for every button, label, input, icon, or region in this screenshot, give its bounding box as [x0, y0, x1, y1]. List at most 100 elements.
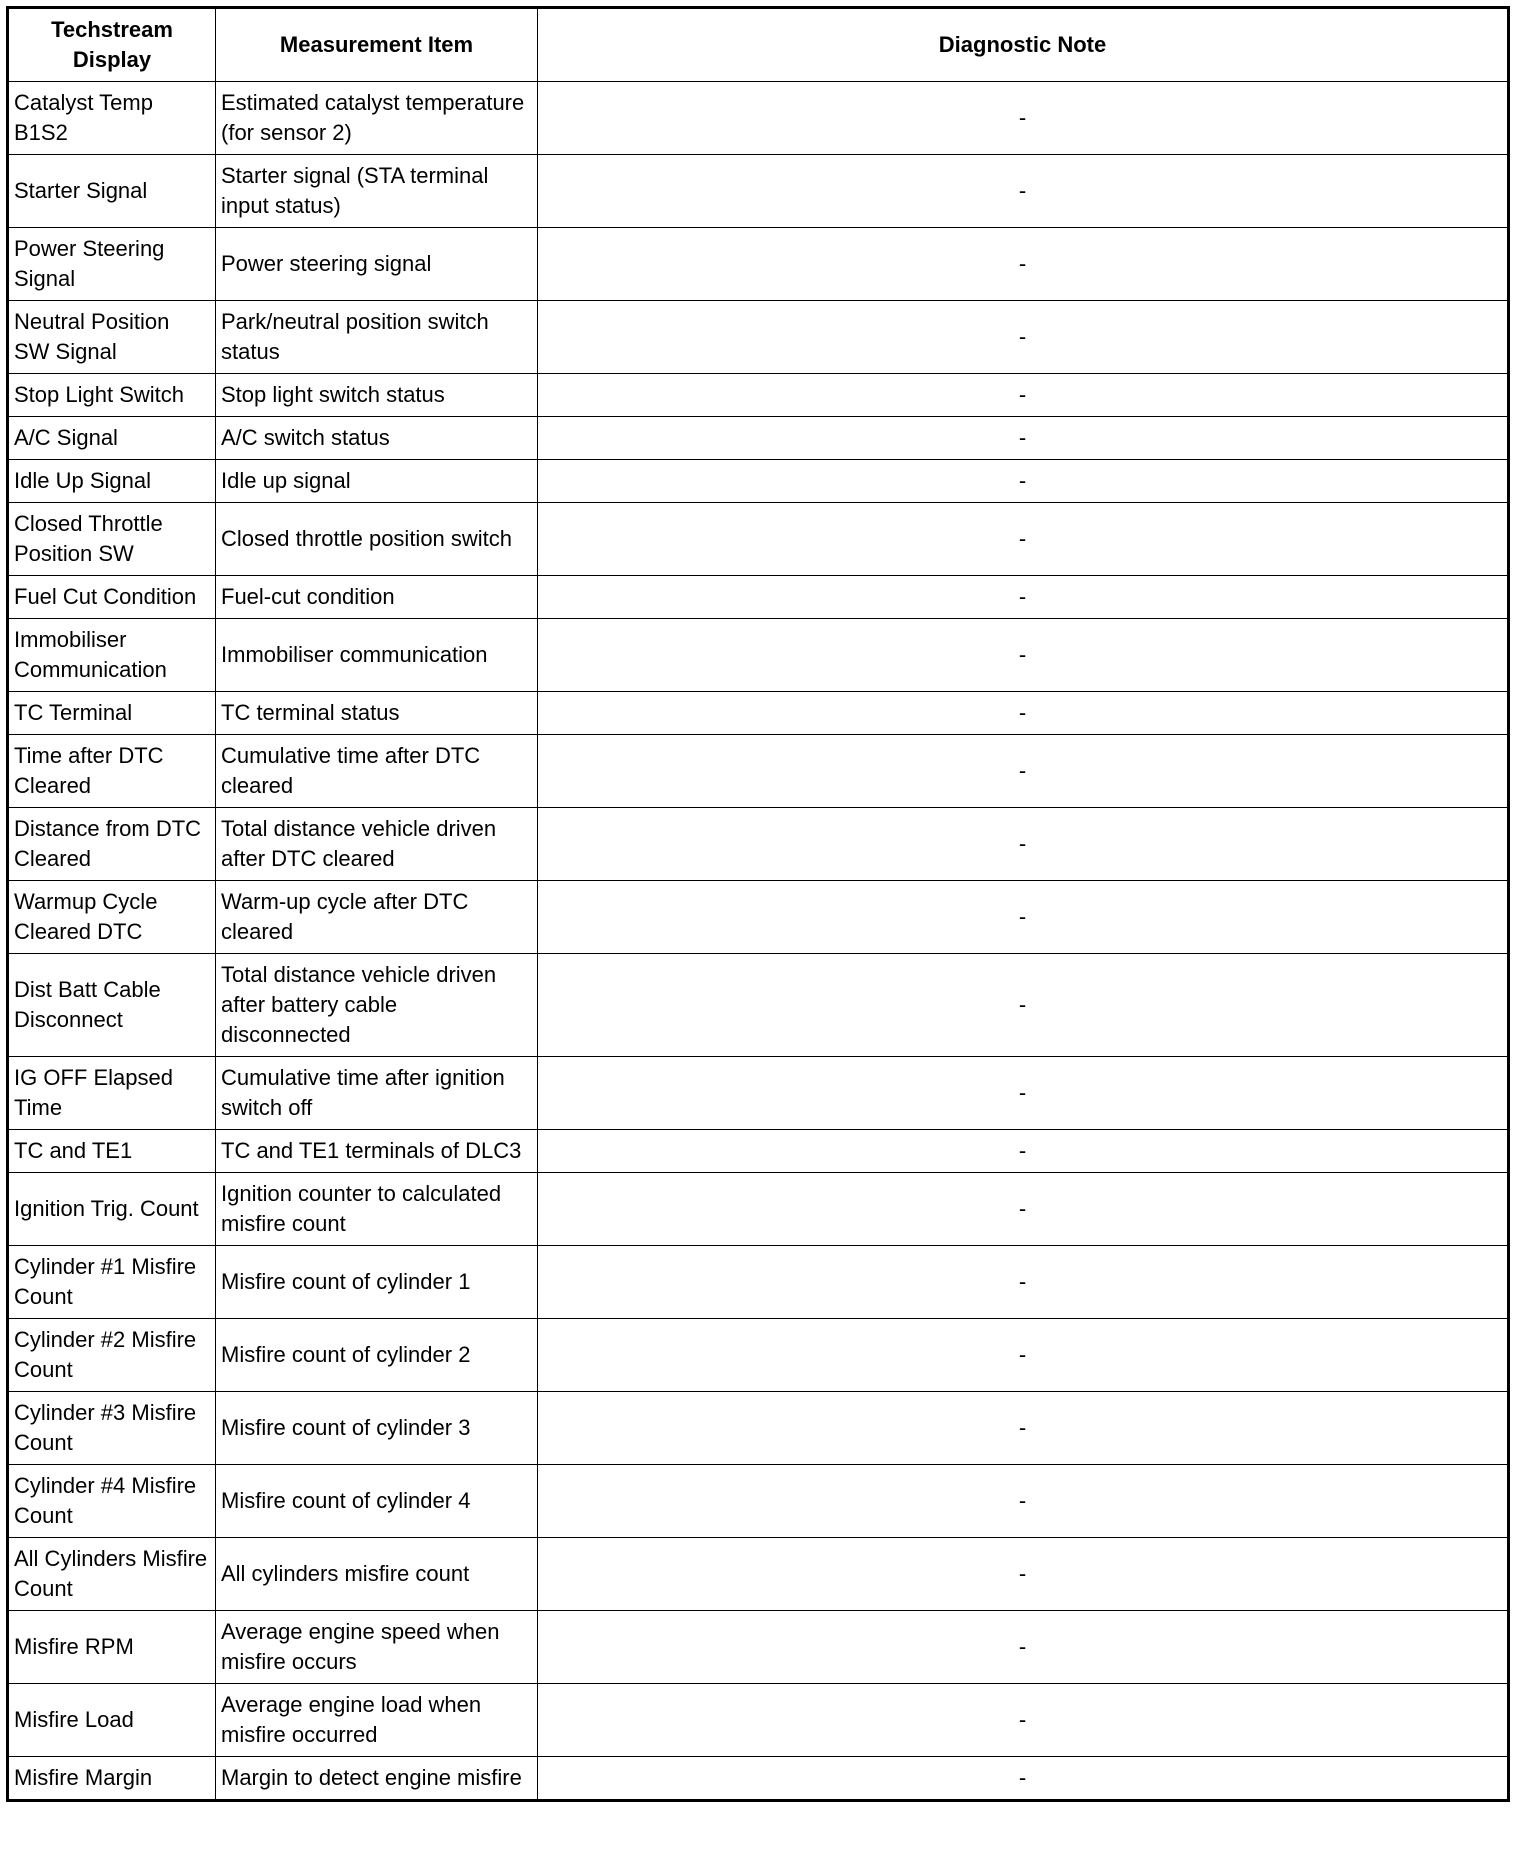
measurement-item-cell: Park/neutral position switch status [215, 300, 538, 374]
measurement-item-cell: TC terminal status [215, 691, 538, 735]
diagnostic-note-cell: - [537, 880, 1509, 954]
table-row: Distance from DTC Cleared Total distance … [7, 807, 1509, 881]
table-row: Power Steering Signal Power steering sign… [7, 227, 1509, 301]
measurement-item-cell: Cumulative time after DTC cleared [215, 734, 538, 808]
table-row: Cylinder #4 Misfire Count Misfire count o… [7, 1464, 1509, 1538]
table-row: Cylinder #1 Misfire Count Misfire count o… [7, 1245, 1509, 1319]
diagnostic-note-cell: - [537, 1683, 1509, 1757]
diagnostic-note-cell: - [537, 1391, 1509, 1465]
techstream-display-cell: Ignition Trig. Count [7, 1172, 216, 1246]
techstream-display-cell: Misfire Load [7, 1683, 216, 1757]
techstream-display-cell: Cylinder #3 Misfire Count [7, 1391, 216, 1465]
diagnostic-note-cell: - [537, 416, 1509, 460]
diagnostic-note-cell: - [537, 1464, 1509, 1538]
diagnostic-note-cell: - [537, 459, 1509, 503]
measurement-item-cell: Power steering signal [215, 227, 538, 301]
diagnostic-note-cell: - [537, 1318, 1509, 1392]
table-row: Catalyst Temp B1S2 Estimated catalyst tem… [7, 81, 1509, 155]
techstream-display-cell: Warmup Cycle Cleared DTC [7, 880, 216, 954]
measurement-item-cell: Estimated catalyst temperature (for sens… [215, 81, 538, 155]
diagnostic-note-cell: - [537, 373, 1509, 417]
techstream-display-cell: IG OFF Elapsed Time [7, 1056, 216, 1130]
diagnostic-note-cell: - [537, 154, 1509, 228]
measurement-item-cell: Fuel-cut condition [215, 575, 538, 619]
measurement-item-cell: Misfire count of cylinder 2 [215, 1318, 538, 1392]
diagnostic-note-cell: - [537, 1129, 1509, 1173]
techstream-display-cell: Neutral Position SW Signal [7, 300, 216, 374]
table-row: Misfire RPM Average engine speed when mis… [7, 1610, 1509, 1684]
measurement-item-cell: Closed throttle position switch [215, 502, 538, 576]
techstream-display-cell: Misfire RPM [7, 1610, 216, 1684]
techstream-display-cell: Cylinder #4 Misfire Count [7, 1464, 216, 1538]
techstream-display-cell: A/C Signal [7, 416, 216, 460]
diagnostic-note-cell: - [537, 618, 1509, 692]
diagnostic-note-cell: - [537, 1245, 1509, 1319]
techstream-display-cell: Cylinder #2 Misfire Count [7, 1318, 216, 1392]
table-row: IG OFF Elapsed Time Cumulative time after… [7, 1056, 1509, 1130]
data-list-table: Techstream Display Measurement Item Diag… [6, 6, 1510, 1802]
measurement-item-cell: Average engine speed when misfire occurs [215, 1610, 538, 1684]
diagnostic-note-cell: - [537, 81, 1509, 155]
diagnostic-note-cell: - [537, 1172, 1509, 1246]
diagnostic-note-cell: - [537, 300, 1509, 374]
measurement-item-cell: Starter signal (STA terminal input statu… [215, 154, 538, 228]
table-row: Cylinder #2 Misfire Count Misfire count o… [7, 1318, 1509, 1392]
measurement-item-cell: Cumulative time after ignition switch of… [215, 1056, 538, 1130]
measurement-item-cell: Idle up signal [215, 459, 538, 503]
techstream-display-cell: Cylinder #1 Misfire Count [7, 1245, 216, 1319]
table-row: Idle Up Signal Idle up signal - [7, 459, 1509, 503]
table-header-row: Techstream Display Measurement Item Diag… [7, 7, 1509, 82]
table-row: TC Terminal TC terminal status - [7, 691, 1509, 735]
techstream-display-cell: TC and TE1 [7, 1129, 216, 1173]
measurement-item-cell: Average engine load when misfire occurre… [215, 1683, 538, 1757]
diagnostic-note-cell: - [537, 953, 1509, 1057]
table-row: Closed Throttle Position SW Closed thrott… [7, 502, 1509, 576]
techstream-display-cell: Starter Signal [7, 154, 216, 228]
table-row: All Cylinders Misfire Count All cylinders… [7, 1537, 1509, 1611]
techstream-display-cell: Closed Throttle Position SW [7, 502, 216, 576]
techstream-display-cell: Stop Light Switch [7, 373, 216, 417]
table-row: Stop Light Switch Stop light switch statu… [7, 373, 1509, 417]
measurement-item-cell: Warm-up cycle after DTC cleared [215, 880, 538, 954]
table-row: Time after DTC Cleared Cumulative time af… [7, 734, 1509, 808]
diagnostic-note-cell: - [537, 1756, 1509, 1801]
techstream-display-cell: Fuel Cut Condition [7, 575, 216, 619]
table-row: Neutral Position SW Signal Park/neutral p… [7, 300, 1509, 374]
techstream-display-cell: Distance from DTC Cleared [7, 807, 216, 881]
table-row: Immobiliser Communication Immobiliser com… [7, 618, 1509, 692]
measurement-item-cell: All cylinders misfire count [215, 1537, 538, 1611]
table-row: Cylinder #3 Misfire Count Misfire count o… [7, 1391, 1509, 1465]
measurement-item-cell: TC and TE1 terminals of DLC3 [215, 1129, 538, 1173]
techstream-display-cell: Immobiliser Communication [7, 618, 216, 692]
header-measurement-item: Measurement Item [215, 7, 538, 82]
diagnostic-note-cell: - [537, 502, 1509, 576]
techstream-display-cell: Dist Batt Cable Disconnect [7, 953, 216, 1057]
header-diagnostic-note: Diagnostic Note [537, 7, 1509, 82]
diagnostic-note-cell: - [537, 691, 1509, 735]
measurement-item-cell: Margin to detect engine misfire [215, 1756, 538, 1801]
techstream-display-cell: All Cylinders Misfire Count [7, 1537, 216, 1611]
techstream-display-cell: Misfire Margin [7, 1756, 216, 1801]
measurement-item-cell: Stop light switch status [215, 373, 538, 417]
table-row: TC and TE1 TC and TE1 terminals of DLC3- [7, 1129, 1509, 1173]
measurement-item-cell: Total distance vehicle driven after DTC … [215, 807, 538, 881]
measurement-item-cell: Misfire count of cylinder 3 [215, 1391, 538, 1465]
diagnostic-note-cell: - [537, 807, 1509, 881]
table-row: Warmup Cycle Cleared DTC Warm-up cycle af… [7, 880, 1509, 954]
table-row: Misfire Load Average engine load when mis… [7, 1683, 1509, 1757]
diagnostic-note-cell: - [537, 1537, 1509, 1611]
header-techstream-display: Techstream Display [7, 7, 216, 82]
table-row: Fuel Cut Condition Fuel-cut condition - [7, 575, 1509, 619]
table-row: A/C Signal A/C switch status - [7, 416, 1509, 460]
measurement-item-cell: A/C switch status [215, 416, 538, 460]
measurement-item-cell: Immobiliser communication [215, 618, 538, 692]
diagnostic-note-cell: - [537, 227, 1509, 301]
techstream-display-cell: Catalyst Temp B1S2 [7, 81, 216, 155]
table-row: Starter Signal Starter signal (STA termin… [7, 154, 1509, 228]
diagnostic-note-cell: - [537, 734, 1509, 808]
table-row: Ignition Trig. Count Ignition counter to … [7, 1172, 1509, 1246]
table-row: Dist Batt Cable Disconnect Total distance… [7, 953, 1509, 1057]
measurement-item-cell: Ignition counter to calculated misfire c… [215, 1172, 538, 1246]
table-row: Misfire Margin Margin to detect engine mi… [7, 1756, 1509, 1801]
measurement-item-cell: Misfire count of cylinder 4 [215, 1464, 538, 1538]
